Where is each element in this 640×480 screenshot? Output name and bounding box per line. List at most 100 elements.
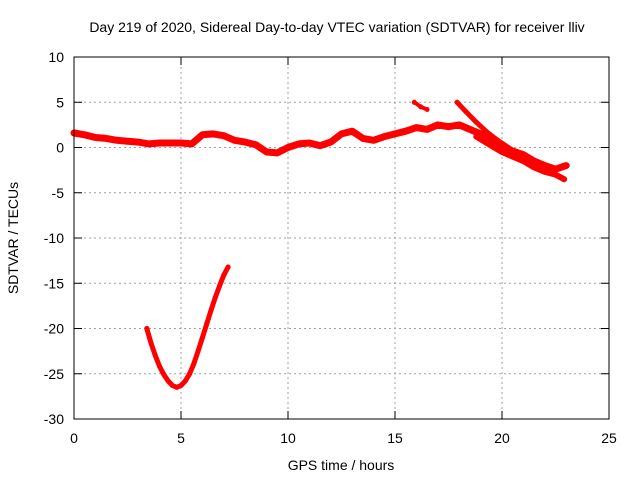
plot-frame bbox=[73, 56, 610, 420]
data-point bbox=[264, 149, 270, 155]
data-point bbox=[208, 307, 214, 313]
data-point bbox=[169, 383, 175, 388]
data-point bbox=[495, 137, 501, 143]
data-point bbox=[187, 371, 193, 377]
data-point bbox=[371, 137, 377, 143]
data-point bbox=[473, 134, 479, 140]
data-point bbox=[520, 152, 526, 158]
data-point bbox=[411, 99, 417, 105]
data-point bbox=[488, 143, 494, 149]
data-point bbox=[542, 169, 548, 175]
y-tick-label: 0 bbox=[56, 140, 64, 156]
data-point bbox=[210, 131, 216, 137]
data-point bbox=[349, 128, 355, 134]
data-point bbox=[505, 145, 511, 150]
data-point bbox=[561, 176, 567, 182]
x-tick-label: 25 bbox=[601, 430, 617, 446]
data-point bbox=[178, 140, 184, 146]
data-point bbox=[189, 141, 195, 147]
data-point bbox=[253, 142, 259, 148]
data-point bbox=[484, 129, 490, 135]
series-curve bbox=[144, 264, 231, 390]
data-point bbox=[165, 378, 171, 384]
data-point bbox=[212, 295, 218, 301]
data-point bbox=[157, 364, 163, 369]
data-point bbox=[221, 133, 227, 139]
data-point bbox=[499, 149, 505, 155]
data-point bbox=[221, 272, 227, 278]
y-tick-label: -10 bbox=[44, 230, 64, 246]
y-tick-label: -5 bbox=[52, 185, 65, 201]
ticks-layer: 10 5 0 -5 -10 -15 -20 -25 -30 0 5 10 15 20 25 bbox=[44, 49, 617, 446]
y-tick-label: 10 bbox=[48, 49, 64, 65]
data-point bbox=[463, 108, 469, 114]
data-point bbox=[510, 154, 516, 160]
data-point bbox=[82, 132, 88, 138]
y-tick-label: -25 bbox=[44, 366, 64, 382]
data-point bbox=[473, 119, 479, 125]
data-point bbox=[531, 164, 537, 170]
data-point bbox=[152, 353, 158, 359]
data-point bbox=[114, 137, 120, 143]
data-point bbox=[467, 126, 473, 132]
y-axis-label: SDTVAR / TECUs bbox=[5, 182, 21, 294]
data-point bbox=[563, 163, 569, 169]
data-point bbox=[339, 131, 344, 137]
x-tick-label: 0 bbox=[70, 430, 78, 446]
data-point bbox=[167, 140, 173, 146]
data-point bbox=[232, 137, 237, 143]
data-point bbox=[274, 150, 280, 156]
x-axis-label: GPS time / hours bbox=[288, 457, 395, 473]
data-point bbox=[125, 138, 130, 144]
data-point bbox=[531, 158, 537, 164]
data-point bbox=[285, 145, 291, 150]
data-point bbox=[306, 140, 312, 146]
y-tick-label: 5 bbox=[56, 94, 64, 110]
data-point bbox=[360, 135, 366, 141]
data-point bbox=[381, 134, 387, 140]
data-point bbox=[520, 158, 526, 164]
data-point bbox=[103, 135, 109, 141]
data-point bbox=[392, 131, 398, 137]
data-point bbox=[191, 361, 197, 367]
y-tick-label: -30 bbox=[44, 411, 64, 427]
data-point bbox=[157, 140, 163, 146]
data-point bbox=[204, 321, 210, 327]
data-point bbox=[456, 122, 462, 128]
series-layer bbox=[70, 99, 570, 390]
data-point bbox=[435, 122, 441, 128]
data-point bbox=[317, 143, 323, 149]
x-tick-label: 10 bbox=[280, 430, 296, 446]
data-point bbox=[328, 139, 334, 145]
data-point bbox=[144, 326, 150, 331]
grid-layer bbox=[74, 57, 609, 419]
data-point bbox=[553, 172, 558, 178]
data-point bbox=[174, 384, 180, 390]
data-point bbox=[195, 348, 201, 354]
data-point bbox=[225, 264, 231, 270]
data-point bbox=[424, 126, 430, 132]
data-point bbox=[454, 99, 460, 105]
data-point bbox=[413, 125, 419, 131]
data-point bbox=[217, 283, 222, 289]
data-point bbox=[242, 139, 248, 145]
x-tick-label: 5 bbox=[177, 430, 185, 446]
data-point bbox=[296, 141, 302, 147]
chart-title: Day 219 of 2020, Sidereal Day-to-day VTE… bbox=[89, 19, 584, 35]
data-point bbox=[182, 378, 188, 384]
data-point bbox=[553, 166, 558, 172]
data-point bbox=[403, 128, 409, 134]
x-tick-label: 15 bbox=[387, 430, 403, 446]
data-point bbox=[199, 132, 205, 138]
data-point bbox=[510, 148, 516, 154]
data-point bbox=[135, 139, 141, 145]
data-point bbox=[178, 383, 184, 388]
data-point bbox=[161, 372, 167, 378]
data-point bbox=[542, 163, 548, 169]
y-tick-label: -20 bbox=[44, 321, 64, 337]
data-point bbox=[148, 340, 154, 346]
x-tick-label: 20 bbox=[494, 430, 510, 446]
data-point bbox=[199, 335, 205, 341]
data-point bbox=[424, 107, 430, 112]
